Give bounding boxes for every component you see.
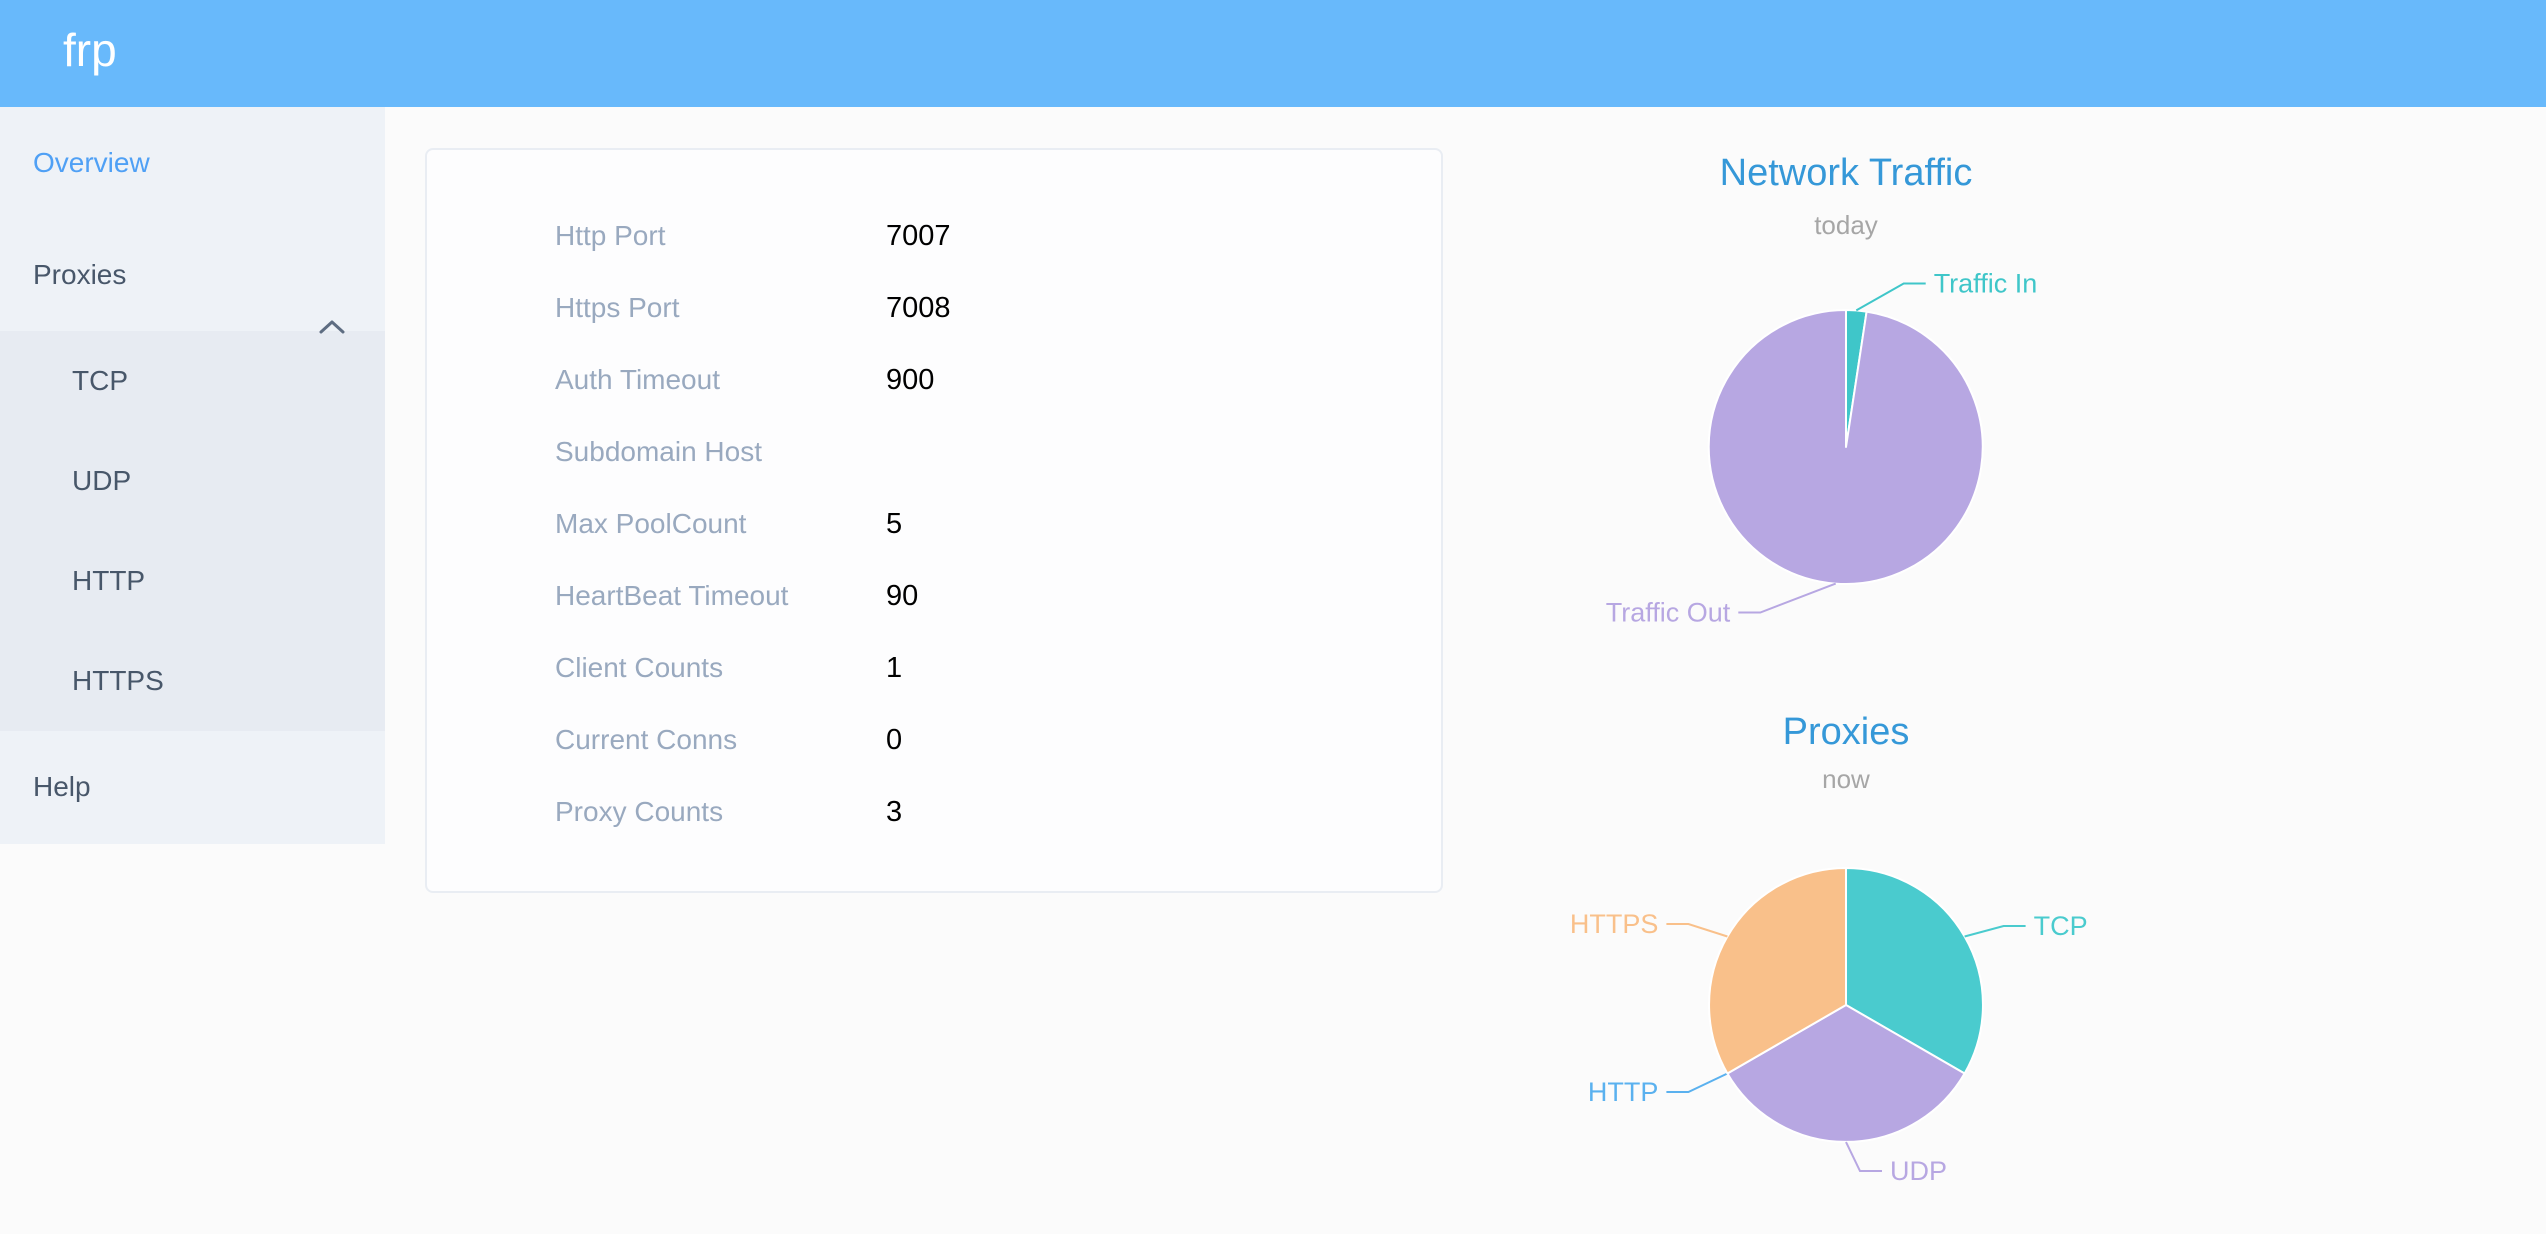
pie-label-tcp: TCP (2034, 911, 2088, 941)
pie-label-http: HTTP (1588, 1077, 1659, 1107)
info-row-current-conns: Current Conns 0 (427, 704, 1441, 776)
proxies-chart-subtitle: now (1822, 764, 1870, 794)
info-row-client-counts: Client Counts 1 (427, 632, 1441, 704)
sidebar-item-label: Help (33, 771, 91, 802)
network-traffic-pie-chart: Traffic In Traffic Out (1606, 269, 2038, 628)
sidebar-item-tcp[interactable]: TCP (0, 331, 385, 431)
sidebar-item-overview[interactable]: Overview (0, 107, 385, 219)
proxies-chart-title: Proxies (1782, 711, 1910, 753)
pie-leader-tcp (1964, 925, 2026, 938)
info-row-max-poolcount: Max PoolCount 5 (427, 488, 1441, 560)
sidebar-item-label: HTTP (72, 565, 146, 596)
sidebar: Overview Proxies TCP UDP HTTP HTTPS (0, 107, 385, 844)
info-row-heartbeat-timeout: HeartBeat Timeout 90 (427, 560, 1441, 632)
info-label: Http Port (555, 220, 666, 251)
chevron-up-icon[interactable] (319, 269, 345, 381)
info-value: 0 (886, 723, 903, 756)
sidebar-item-label: TCP (72, 365, 128, 396)
pie-label-udp: UDP (1890, 1156, 1947, 1186)
server-info-panel: Http Port 7007 Https Port 7008 Auth Time… (425, 148, 1443, 893)
info-row-auth-timeout: Auth Timeout 900 (427, 344, 1441, 416)
pie-leader-traffic-in (1855, 282, 1926, 312)
sidebar-item-label: Overview (33, 147, 150, 178)
info-value: 90 (886, 579, 919, 612)
pie-label-traffic-in: Traffic In (1934, 269, 2038, 299)
info-value: 1 (886, 651, 903, 684)
proxies-submenu: TCP UDP HTTP HTTPS (0, 331, 385, 731)
info-value: 7008 (886, 291, 951, 324)
info-row-subdomain-host: Subdomain Host (427, 416, 1441, 488)
info-value: 900 (886, 363, 935, 396)
pie-leader-traffic-out (1738, 582, 1837, 614)
header-bar: frp (0, 0, 2546, 107)
pie-leader-https (1666, 923, 1728, 938)
info-label: Current Conns (555, 724, 738, 755)
network-traffic-subtitle: today (1814, 210, 1878, 240)
info-row-proxy-counts: Proxy Counts 3 (427, 776, 1441, 848)
app-logo: frp (63, 24, 117, 76)
info-value: 5 (886, 507, 903, 540)
sidebar-item-http[interactable]: HTTP (0, 531, 385, 631)
sidebar-item-udp[interactable]: UDP (0, 431, 385, 531)
sidebar-item-label: UDP (72, 465, 132, 496)
info-label: HeartBeat Timeout (555, 580, 789, 611)
info-row-https-port: Https Port 7008 (427, 272, 1441, 344)
info-label: Subdomain Host (555, 436, 763, 467)
info-label: Auth Timeout (555, 364, 720, 395)
sidebar-item-proxies[interactable]: Proxies (0, 219, 385, 334)
pie-slice-traffic-out (1707, 309, 1984, 585)
pie-slice-udp (1726, 1004, 1966, 1143)
network-traffic-title: Network Traffic (1719, 152, 1973, 194)
pie-label-traffic-out: Traffic Out (1606, 598, 1731, 628)
info-value: 3 (886, 795, 903, 828)
proxies-pie-chart: TCP UDP HTTP HTTPS (1570, 867, 2088, 1186)
info-row-http-port: Http Port 7007 (427, 200, 1441, 272)
info-label: Max PoolCount (555, 508, 747, 539)
sidebar-item-label: HTTPS (72, 665, 164, 696)
info-label: Client Counts (555, 652, 724, 683)
pie-leader-udp (1845, 1141, 1882, 1172)
info-value: 7007 (886, 219, 951, 252)
info-label: Proxy Counts (555, 796, 724, 827)
sidebar-item-label: Proxies (33, 259, 127, 290)
sidebar-item-https[interactable]: HTTPS (0, 631, 385, 731)
info-label: Https Port (555, 292, 680, 323)
pie-leader-http (1666, 1072, 1728, 1093)
sidebar-item-help[interactable]: Help (0, 731, 385, 843)
pie-label-https: HTTPS (1570, 909, 1659, 939)
